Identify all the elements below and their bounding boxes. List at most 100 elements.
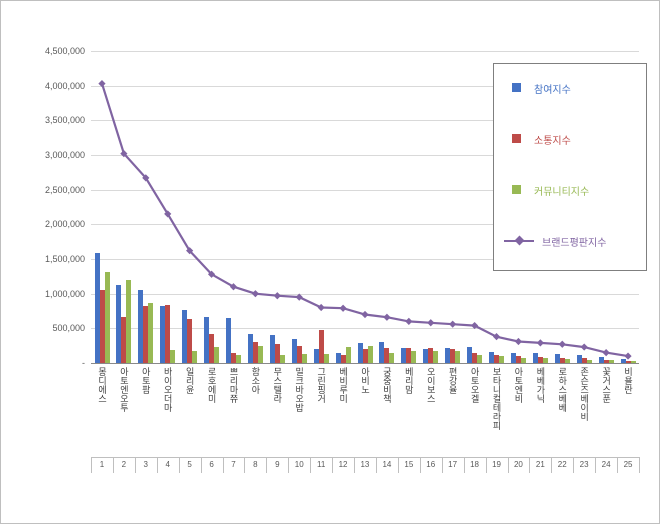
bar-3-rank-16	[433, 350, 439, 363]
category-label: 오이보스	[425, 367, 436, 403]
line-marker-rank-10	[295, 293, 303, 301]
y-tick-label: 500,000	[52, 323, 85, 333]
category-label: 일리윤	[184, 367, 195, 394]
bar-2-rank-15	[406, 348, 412, 363]
bar-3-rank-10	[301, 354, 307, 363]
line-marker-rank-16	[427, 319, 435, 327]
bar-2-rank-12	[340, 354, 346, 363]
bar-2-rank-23	[581, 358, 587, 363]
bar-3-rank-15	[411, 351, 417, 363]
bar-2-rank-11	[318, 330, 324, 363]
bar-2-rank-25	[625, 360, 631, 363]
y-tick-label: 4,500,000	[44, 46, 85, 56]
bar-2-rank-13	[362, 349, 368, 363]
category-label: 편강율	[447, 367, 458, 394]
brand-index-line	[98, 79, 632, 360]
bar-3-rank-11	[323, 354, 329, 363]
gridline	[91, 155, 639, 156]
bar-1-rank-4	[160, 305, 166, 363]
category-tick	[639, 457, 640, 473]
legend-line-swatch	[504, 235, 534, 246]
bar-2-rank-22	[559, 357, 565, 363]
category-axis-line	[91, 457, 639, 458]
rank-label: 15	[404, 460, 414, 469]
rank-label: 8	[253, 460, 258, 469]
category-tick	[529, 457, 531, 473]
line-marker-rank-14	[383, 313, 391, 321]
category-label: 베베가닉	[535, 367, 546, 403]
rank-label: 4	[165, 460, 170, 469]
rank-label: 16	[426, 460, 436, 469]
rank-label: 18	[470, 460, 479, 469]
category-tick	[595, 457, 597, 473]
bar-1-rank-3	[138, 289, 144, 363]
rank-label: 21	[535, 460, 545, 469]
bar-3-rank-22	[564, 358, 570, 363]
bar-2-rank-3	[143, 305, 149, 363]
category-tick	[507, 457, 509, 473]
bar-1-rank-6	[204, 317, 210, 363]
rank-label: 25	[623, 460, 633, 469]
bar-1-rank-1	[94, 252, 100, 363]
line-marker-rank-21	[536, 339, 544, 347]
x-axis-line	[91, 363, 639, 364]
category-label: 밀크바오밥	[294, 367, 305, 412]
legend-box: 참여지수 소통지수 커뮤니티지수 브랜드평판지수	[493, 63, 647, 271]
line-marker-rank-11	[317, 303, 325, 312]
category-tick	[310, 457, 312, 473]
category-label: 베리맘	[403, 367, 414, 394]
category-label: 쁘리마쮸	[228, 367, 239, 403]
category-tick	[156, 457, 158, 473]
gridline	[91, 224, 639, 225]
legend-item: 소통지수	[494, 129, 646, 149]
legend-label: 소통지수	[534, 136, 571, 147]
line-marker-rank-22	[558, 340, 566, 348]
category-label: 로호에미	[206, 367, 217, 403]
rank-label: 6	[209, 460, 214, 469]
bar-2-rank-20	[515, 356, 521, 363]
bar-3-rank-2	[126, 279, 132, 363]
category-tick	[617, 457, 619, 473]
category-label: 로하스베베	[557, 367, 568, 412]
bar-3-rank-19	[499, 356, 504, 363]
legend-item: 참여지수	[494, 78, 646, 98]
category-label: 비욜란	[623, 367, 633, 394]
category-label: 그린핑거	[316, 367, 327, 403]
category-tick	[222, 457, 224, 473]
gridline	[91, 259, 639, 260]
bar-3-rank-17	[455, 351, 461, 363]
y-tick-label: 4,000,000	[44, 81, 85, 91]
rank-label: 1	[99, 460, 105, 469]
gridline	[91, 51, 639, 52]
line-marker-rank-24	[602, 349, 610, 357]
bar-1-rank-25	[620, 358, 626, 363]
gridline	[91, 294, 639, 295]
gridline	[91, 190, 639, 191]
category-tick	[178, 457, 180, 473]
bar-3-rank-25	[630, 360, 636, 363]
bar-1-rank-2	[116, 284, 122, 363]
bar-1-rank-24	[598, 356, 604, 363]
rank-label: 10	[294, 460, 304, 469]
category-tick	[441, 457, 443, 473]
line-marker-rank-12	[339, 304, 347, 312]
rank-label: 5	[187, 460, 192, 469]
category-tick	[376, 457, 377, 473]
line-marker-rank-15	[405, 317, 413, 325]
legend-label: 참여지수	[534, 85, 571, 96]
bar-3-rank-23	[586, 359, 592, 363]
bar-2-rank-5	[187, 318, 193, 363]
bar-1-rank-9	[269, 335, 275, 363]
bar-1-rank-16	[423, 349, 429, 363]
category-tick	[573, 457, 575, 473]
category-tick	[244, 457, 246, 473]
y-tick-label: 1,500,000	[44, 254, 85, 264]
category-label: 꽃거스푼	[601, 367, 612, 403]
rank-label: 13	[360, 460, 370, 469]
bar-2-rank-1	[99, 289, 105, 363]
line-marker-rank-7	[229, 283, 238, 291]
category-label: 아토오겔	[469, 367, 480, 403]
legend-item: 브랜드평판지수	[494, 231, 646, 251]
gridline	[91, 120, 639, 121]
